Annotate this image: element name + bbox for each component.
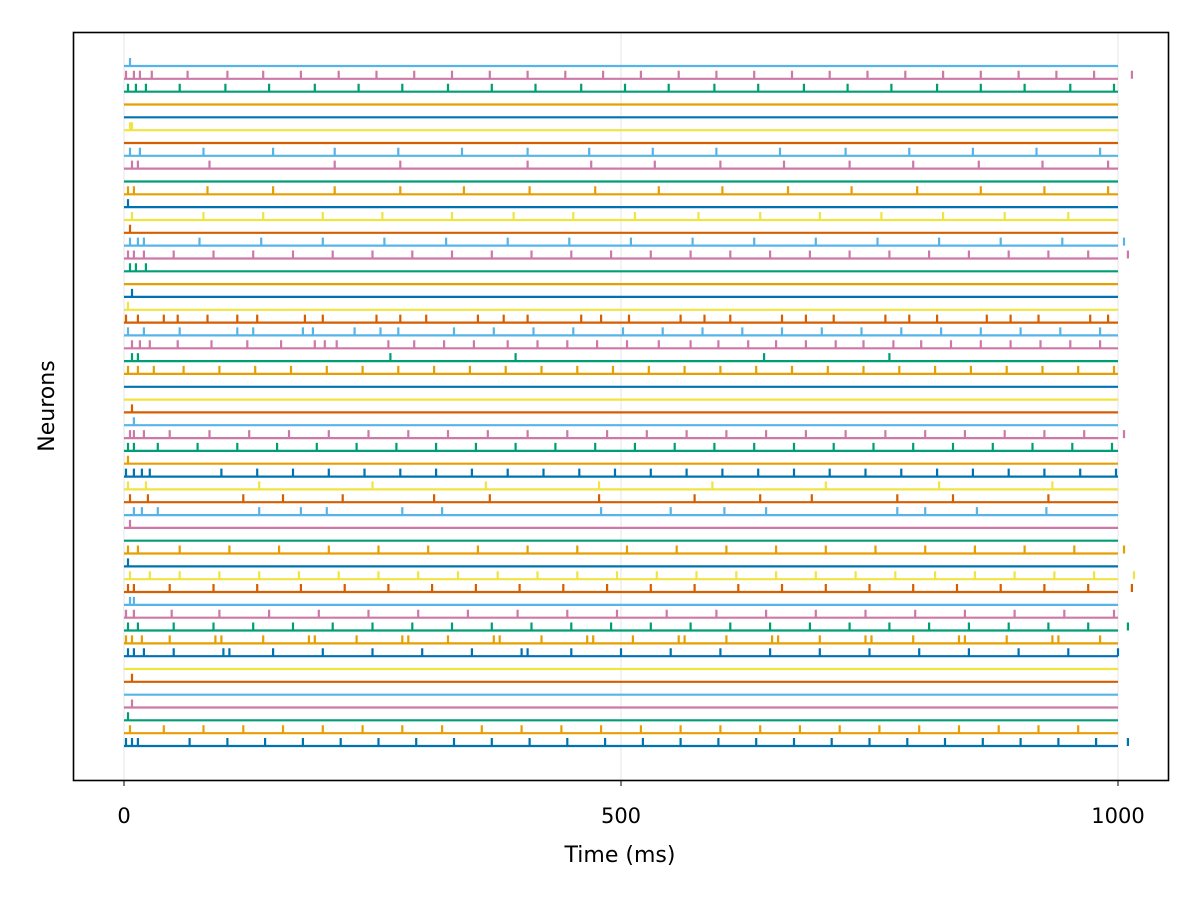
x-tick-label: 500 xyxy=(601,804,641,828)
neuron-trace xyxy=(124,519,1118,529)
neuron-trace xyxy=(124,571,1135,581)
neuron-trace xyxy=(124,160,1118,170)
neuron-trace xyxy=(124,468,1118,478)
neuron-trace xyxy=(124,314,1118,324)
neuron-trace xyxy=(124,545,1126,555)
neuron-trace xyxy=(124,353,1118,363)
neuron-trace xyxy=(124,250,1129,260)
plot-frame xyxy=(72,31,1170,782)
neuron-trace xyxy=(124,70,1133,80)
neuron-trace xyxy=(124,365,1118,375)
neuron-trace xyxy=(124,122,1118,132)
neuron-trace xyxy=(124,622,1129,632)
neuron-trace xyxy=(124,725,1118,735)
neuron-trace xyxy=(124,224,1118,234)
neuron-trace xyxy=(124,442,1118,452)
neuron-trace xyxy=(124,301,1118,311)
neuron-trace xyxy=(124,327,1118,337)
neuron-trace xyxy=(124,58,1118,68)
x-axis: 0 500 1000 xyxy=(117,781,1145,828)
neuron-trace xyxy=(124,673,1118,683)
neuron-trace xyxy=(124,609,1118,619)
neuron-trace xyxy=(124,699,1118,709)
neuron-trace xyxy=(124,494,1118,504)
neuron-trace xyxy=(124,404,1118,414)
neuron-trace xyxy=(124,186,1118,196)
neuron-trace xyxy=(124,648,1120,658)
neuron-trace xyxy=(124,83,1118,93)
neuron-trace xyxy=(124,263,1118,273)
neuron-trace xyxy=(124,430,1126,440)
x-axis-label: Time (ms) xyxy=(564,843,676,868)
neuron-trace xyxy=(124,635,1118,645)
neuron-trace xyxy=(124,212,1118,222)
neuron-trace xyxy=(124,584,1133,594)
neuron-trace xyxy=(124,481,1118,491)
neuron-trace xyxy=(124,417,1118,427)
neuron-trace xyxy=(124,507,1118,517)
y-axis-label: Neurons xyxy=(35,360,60,451)
neuron-trace xyxy=(124,712,1118,722)
x-tick-label: 0 xyxy=(117,804,130,828)
neuron-trace xyxy=(124,237,1126,247)
neuron-trace xyxy=(124,558,1118,568)
neuron-trace xyxy=(124,199,1118,209)
neuron-trace xyxy=(124,455,1118,465)
neuron-trace xyxy=(124,738,1129,748)
neuron-trace xyxy=(124,147,1118,157)
x-tick-label: 1000 xyxy=(1091,804,1144,828)
neuron-trace xyxy=(124,596,1118,606)
neuron-trace xyxy=(124,340,1118,350)
series-layer xyxy=(124,58,1135,748)
neuron-trace xyxy=(124,288,1118,298)
